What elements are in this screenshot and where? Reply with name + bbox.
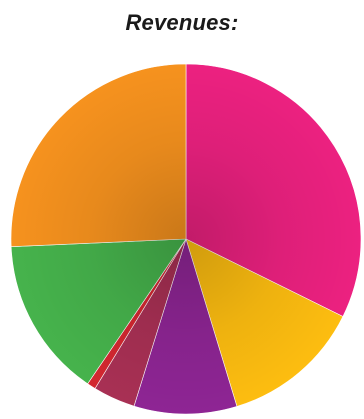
chart-title: Revenues:: [125, 10, 239, 35]
pie-slices: [10, 63, 362, 415]
pie-slice-7: [10, 63, 187, 248]
